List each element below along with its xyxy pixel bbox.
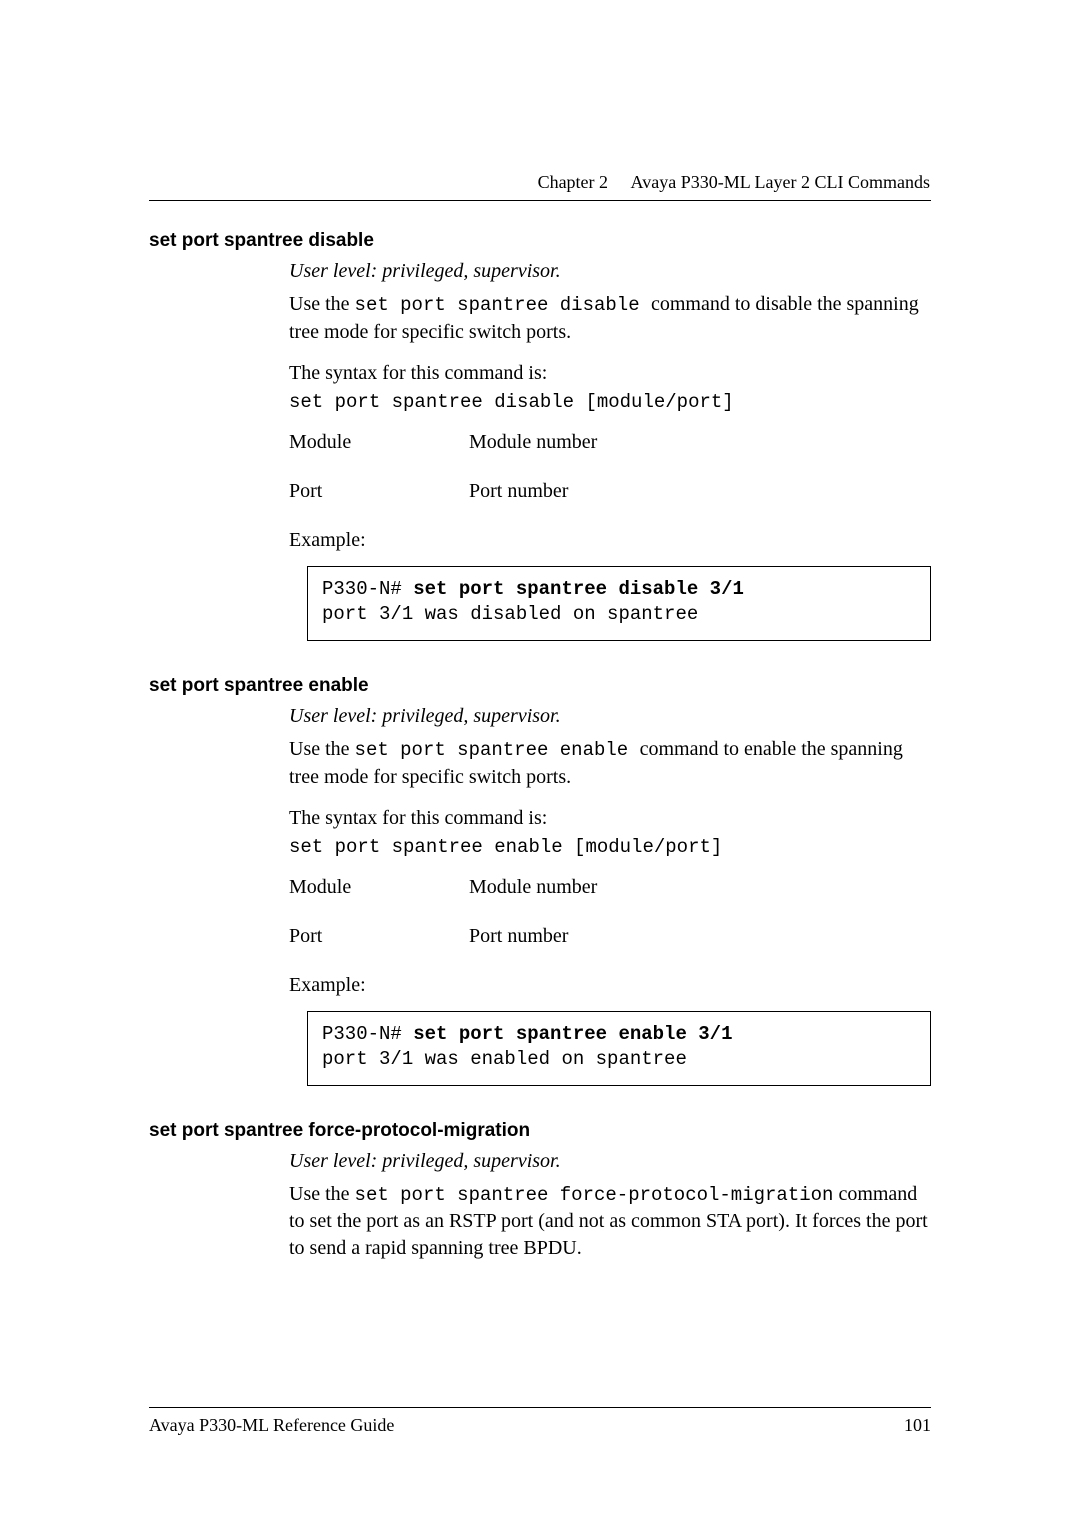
user-level: User level: privileged, supervisor. (289, 705, 931, 728)
param-val: Module number (469, 431, 597, 454)
param-row: Port Port number (289, 480, 931, 503)
page-content: set port spantree disable User level: pr… (149, 230, 931, 1262)
desc-pre: Use the (289, 293, 355, 315)
description: Use the set port spantree enable command… (289, 736, 931, 791)
user-level: User level: privileged, supervisor. (289, 260, 931, 283)
param-key: Module (289, 431, 469, 454)
description: Use the set port spantree disable comman… (289, 291, 931, 346)
footer-rule (149, 1407, 931, 1408)
param-key: Module (289, 876, 469, 899)
section-title: set port spantree disable (149, 230, 931, 252)
syntax-line: set port spantree disable [module/port] (289, 391, 931, 413)
code-output: port 3/1 was disabled on spantree (322, 603, 698, 625)
description: Use the set port spantree force-protocol… (289, 1181, 931, 1263)
section-title: set port spantree force-protocol-migrati… (149, 1120, 931, 1142)
code-command: set port spantree disable 3/1 (413, 578, 744, 600)
param-row: Module Module number (289, 431, 931, 454)
page-header: Chapter 2 Avaya P330-ML Layer 2 CLI Comm… (538, 172, 930, 193)
syntax-label: The syntax for this command is: (289, 360, 931, 387)
desc-pre: Use the (289, 1183, 355, 1205)
example-label: Example: (289, 974, 931, 997)
code-prompt: P330-N# (322, 1023, 413, 1045)
syntax-label: The syntax for this command is: (289, 805, 931, 832)
example-label: Example: (289, 529, 931, 552)
user-level: User level: privileged, supervisor. (289, 1150, 931, 1173)
param-val: Module number (469, 876, 597, 899)
header-title: Avaya P330-ML Layer 2 CLI Commands (631, 172, 930, 192)
code-command: set port spantree enable 3/1 (413, 1023, 732, 1045)
code-box: P330-N# set port spantree disable 3/1 po… (307, 566, 931, 641)
param-row: Port Port number (289, 925, 931, 948)
page-number: 101 (904, 1415, 931, 1436)
param-row: Module Module number (289, 876, 931, 899)
code-output: port 3/1 was enabled on spantree (322, 1048, 687, 1070)
desc-mono: set port spantree force-protocol-migrati… (355, 1184, 834, 1206)
param-key: Port (289, 925, 469, 948)
footer-left: Avaya P330-ML Reference Guide (149, 1415, 394, 1436)
section-title: set port spantree enable (149, 675, 931, 697)
syntax-line: set port spantree enable [module/port] (289, 836, 931, 858)
param-val: Port number (469, 925, 568, 948)
param-key: Port (289, 480, 469, 503)
desc-pre: Use the (289, 738, 355, 760)
code-prompt: P330-N# (322, 578, 413, 600)
header-rule (149, 200, 931, 201)
desc-mono: set port spantree disable (355, 294, 651, 316)
code-box: P330-N# set port spantree enable 3/1 por… (307, 1011, 931, 1086)
param-val: Port number (469, 480, 568, 503)
desc-mono: set port spantree enable (355, 739, 640, 761)
chapter-label: Chapter 2 (538, 172, 608, 192)
